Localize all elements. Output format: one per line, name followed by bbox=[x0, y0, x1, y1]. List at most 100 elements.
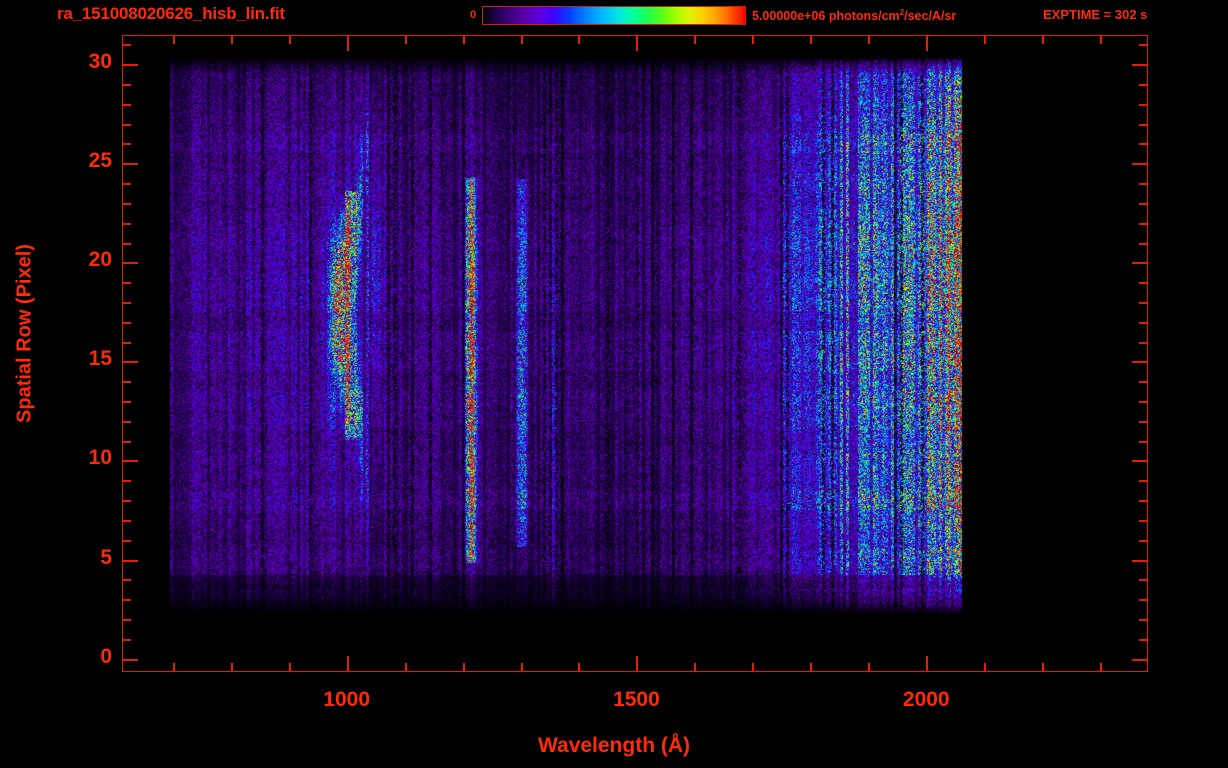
page-title: ra_151008020626_hisb_lin.fit bbox=[57, 4, 285, 23]
y-major-tick-right bbox=[1132, 64, 1147, 66]
x-minor-tick-top bbox=[1042, 36, 1044, 44]
x-minor-tick bbox=[463, 663, 465, 671]
x-minor-tick bbox=[1100, 663, 1102, 671]
exptime-label: EXPTIME = 302 s bbox=[1043, 7, 1148, 22]
y-minor-tick-right bbox=[1139, 143, 1147, 145]
x-major-tick-top bbox=[926, 36, 928, 51]
x-minor-tick bbox=[405, 663, 407, 671]
y-minor-tick-right bbox=[1139, 441, 1147, 443]
y-minor-tick-right bbox=[1139, 203, 1147, 205]
y-minor-tick-right bbox=[1139, 104, 1147, 106]
y-minor-tick bbox=[123, 302, 131, 304]
x-minor-tick-top bbox=[578, 36, 580, 44]
y-minor-tick bbox=[123, 124, 131, 126]
y-minor-tick bbox=[123, 104, 131, 106]
x-minor-tick bbox=[984, 663, 986, 671]
y-major-tick-right bbox=[1132, 560, 1147, 562]
colorbar-min-label: 0 bbox=[470, 9, 477, 21]
y-minor-tick-right bbox=[1139, 44, 1147, 46]
x-minor-tick-top bbox=[289, 36, 291, 44]
y-major-tick bbox=[123, 262, 138, 264]
y-minor-tick-right bbox=[1139, 223, 1147, 225]
y-minor-tick-right bbox=[1139, 619, 1147, 621]
y-minor-tick bbox=[123, 322, 131, 324]
y-major-tick-right bbox=[1132, 163, 1147, 165]
y-major-tick bbox=[123, 560, 138, 562]
y-minor-tick bbox=[123, 342, 131, 344]
y-minor-tick-right bbox=[1139, 183, 1147, 185]
y-minor-tick-right bbox=[1139, 342, 1147, 344]
x-minor-tick bbox=[521, 663, 523, 671]
y-minor-tick-right bbox=[1139, 421, 1147, 423]
y-major-tick bbox=[123, 659, 138, 661]
x-minor-tick bbox=[868, 663, 870, 671]
x-tick-label: 1000 bbox=[323, 688, 370, 711]
y-minor-tick-right bbox=[1139, 302, 1147, 304]
x-major-tick bbox=[347, 656, 349, 671]
y-minor-tick-right bbox=[1139, 124, 1147, 126]
y-minor-tick-right bbox=[1139, 243, 1147, 245]
x-minor-tick bbox=[752, 663, 754, 671]
x-minor-tick-top bbox=[173, 36, 175, 44]
spectrogram-image bbox=[123, 36, 1146, 670]
x-minor-tick-top bbox=[984, 36, 986, 44]
y-minor-tick-right bbox=[1139, 500, 1147, 502]
y-minor-tick bbox=[123, 540, 131, 542]
y-tick-label: 25 bbox=[88, 149, 112, 173]
x-minor-tick bbox=[289, 663, 291, 671]
x-major-tick-top bbox=[636, 36, 638, 51]
y-minor-tick-right bbox=[1139, 579, 1147, 581]
x-minor-tick bbox=[694, 663, 696, 671]
x-minor-tick-top bbox=[405, 36, 407, 44]
y-minor-tick bbox=[123, 143, 131, 145]
y-major-tick-right bbox=[1132, 262, 1147, 264]
y-major-tick bbox=[123, 163, 138, 165]
y-minor-tick bbox=[123, 500, 131, 502]
x-minor-tick-top bbox=[810, 36, 812, 44]
y-minor-tick bbox=[123, 401, 131, 403]
y-tick-label: 30 bbox=[88, 50, 112, 74]
x-minor-tick-top bbox=[868, 36, 870, 44]
x-axis-title: Wavelength (Å) bbox=[537, 734, 691, 757]
x-minor-tick bbox=[231, 663, 233, 671]
x-tick-label: 2000 bbox=[902, 688, 950, 711]
y-minor-tick bbox=[123, 421, 131, 423]
y-minor-tick-right bbox=[1139, 639, 1147, 641]
y-minor-tick-right bbox=[1139, 381, 1147, 383]
y-major-tick bbox=[123, 64, 138, 66]
x-major-tick bbox=[636, 656, 638, 671]
y-minor-tick bbox=[123, 282, 131, 284]
y-major-tick-right bbox=[1132, 361, 1147, 363]
x-minor-tick-top bbox=[521, 36, 523, 44]
y-minor-tick bbox=[123, 441, 131, 443]
y-minor-tick-right bbox=[1139, 401, 1147, 403]
colorbar-units-exponent: 2 bbox=[899, 8, 905, 17]
y-minor-tick bbox=[123, 480, 131, 482]
x-minor-tick-top bbox=[1100, 36, 1102, 44]
y-major-tick bbox=[123, 460, 138, 462]
y-minor-tick-right bbox=[1139, 282, 1147, 284]
y-major-tick bbox=[123, 361, 138, 363]
y-tick-label: 10 bbox=[88, 446, 112, 470]
x-minor-tick bbox=[1042, 663, 1044, 671]
y-minor-tick bbox=[123, 223, 131, 225]
plot-frame bbox=[122, 35, 1148, 672]
x-major-tick-top bbox=[347, 36, 349, 51]
y-minor-tick-right bbox=[1139, 322, 1147, 324]
y-tick-label: 5 bbox=[100, 545, 112, 569]
y-minor-tick bbox=[123, 619, 131, 621]
y-major-tick-right bbox=[1132, 659, 1147, 661]
y-minor-tick bbox=[123, 639, 131, 641]
y-minor-tick-right bbox=[1139, 520, 1147, 522]
colorbar-max-value: 5.00000e+06 bbox=[752, 9, 826, 24]
x-major-tick bbox=[926, 656, 928, 671]
y-minor-tick bbox=[123, 203, 131, 205]
x-minor-tick bbox=[173, 663, 175, 671]
y-minor-tick bbox=[123, 520, 131, 522]
y-minor-tick bbox=[123, 84, 131, 86]
x-minor-tick bbox=[810, 663, 812, 671]
y-minor-tick bbox=[123, 599, 131, 601]
y-minor-tick-right bbox=[1139, 599, 1147, 601]
y-minor-tick bbox=[123, 579, 131, 581]
x-minor-tick bbox=[578, 663, 580, 671]
